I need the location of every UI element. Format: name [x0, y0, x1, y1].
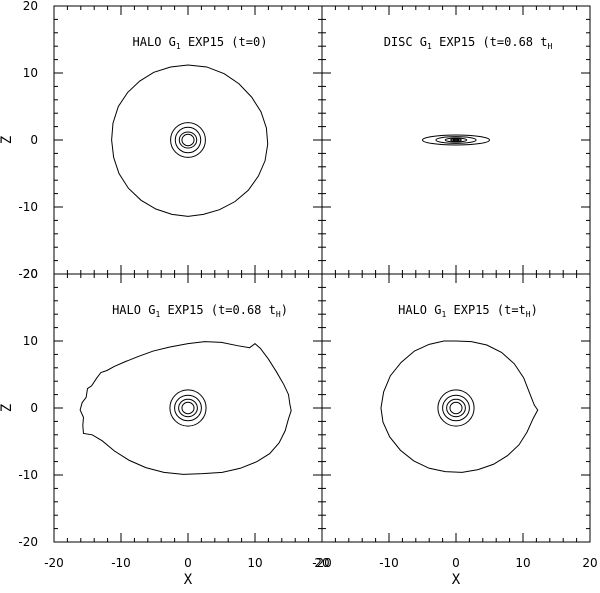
- ticks: [322, 274, 590, 542]
- contour-outer: [79, 341, 292, 475]
- y-tick-label: 0: [30, 133, 38, 147]
- x-tick-label: -10: [379, 556, 399, 570]
- panel-title: HALO G1 EXP15 (t=tH): [398, 303, 538, 319]
- contour-r2.7: [169, 389, 207, 427]
- panel-title: HALO G1 EXP15 (t=0): [133, 35, 268, 51]
- contour-outer: [422, 134, 490, 146]
- y-axis-label: Z: [0, 136, 15, 144]
- x-axis-label: X: [452, 572, 461, 588]
- y-tick-label: 0: [30, 401, 38, 415]
- ticks: [322, 6, 590, 274]
- x-tick-label: 20: [582, 556, 597, 570]
- contour-core: [450, 138, 462, 142]
- ticks: [54, 274, 322, 542]
- x-tick-label: 20: [314, 556, 329, 570]
- x-tick-label: -20: [312, 556, 332, 570]
- title-subscript: 1: [427, 42, 432, 51]
- panels-group: HALO G1 EXP15 (t=0) DISC G1 EXP15 (t=0.68…: [53, 5, 591, 543]
- title-close: ): [531, 303, 538, 317]
- x-tick-label: 0: [452, 556, 460, 570]
- x-tick-label: -10: [111, 556, 131, 570]
- x-tick-label: 10: [515, 556, 530, 570]
- x-tick-label: 10: [247, 556, 262, 570]
- contour-mid: [435, 136, 477, 144]
- contour-r1.4: [446, 398, 466, 418]
- y-tick-label: 10: [23, 66, 38, 80]
- title-close: ): [281, 303, 288, 317]
- contour-r0.9: [181, 401, 195, 415]
- y-tick-label: -20: [18, 267, 38, 281]
- contour-outer: [111, 64, 269, 217]
- y-tick-label: 20: [23, 267, 38, 281]
- contour-r0.9: [449, 401, 463, 415]
- contour-outer: [380, 340, 539, 473]
- contour-r0.9: [181, 133, 195, 147]
- title-subscript: 1: [441, 310, 446, 319]
- title-rest: EXP15 (t=0.68 t: [160, 303, 276, 317]
- contour-r1.9: [174, 126, 202, 154]
- title-subscript-2: H: [547, 42, 552, 51]
- contour-core2: [452, 138, 460, 142]
- contour-r1.4: [178, 398, 198, 418]
- title-label: HALO G: [133, 35, 176, 49]
- x-tick-label: 0: [184, 556, 192, 570]
- contour-r2.0: [174, 394, 202, 422]
- y-tick-label: 10: [23, 334, 38, 348]
- panel-1: HALO G1 EXP15 (t=0): [53, 5, 323, 275]
- title-label: HALO G: [398, 303, 441, 317]
- x-tick-label: -20: [44, 556, 64, 570]
- panel-title: DISC G1 EXP15 (t=0.68 tH: [384, 35, 553, 51]
- contours: [79, 341, 292, 475]
- y-tick-label: 20: [23, 0, 38, 13]
- panel-title: HALO G1 EXP15 (t=0.68 tH): [112, 303, 288, 319]
- contour-r2.6: [170, 122, 206, 158]
- y-tick-label: -20: [18, 535, 38, 549]
- panel-3: HALO G1 EXP15 (t=0.68 tH): [53, 273, 323, 543]
- panel-4: HALO G1 EXP15 (t=tH): [321, 273, 591, 543]
- contour-r1.3: [178, 131, 198, 149]
- title-rest: EXP15 (t=t: [446, 303, 525, 317]
- contour-inner: [444, 137, 468, 143]
- title-subscript: 1: [155, 310, 160, 319]
- title-label: DISC G: [384, 35, 427, 49]
- y-axis-label: Z: [0, 404, 15, 412]
- y-tick-label: -10: [18, 200, 38, 214]
- contours: [111, 64, 269, 217]
- x-axis-label: X: [184, 572, 193, 588]
- title-subscript-2: H: [526, 310, 531, 319]
- title-label: HALO G: [112, 303, 155, 317]
- contours: [422, 134, 490, 146]
- contour-r2.0: [442, 394, 470, 422]
- contours: [380, 340, 539, 473]
- title-subscript: 1: [176, 42, 181, 51]
- y-tick-label: -10: [18, 468, 38, 482]
- contour-r2.7: [437, 389, 475, 427]
- panel-2: DISC G1 EXP15 (t=0.68 tH: [321, 5, 591, 275]
- title-rest: EXP15 (t=0): [181, 35, 268, 49]
- ticks: [54, 6, 322, 274]
- title-subscript-2: H: [276, 310, 281, 319]
- title-rest: EXP15 (t=0.68 t: [432, 35, 548, 49]
